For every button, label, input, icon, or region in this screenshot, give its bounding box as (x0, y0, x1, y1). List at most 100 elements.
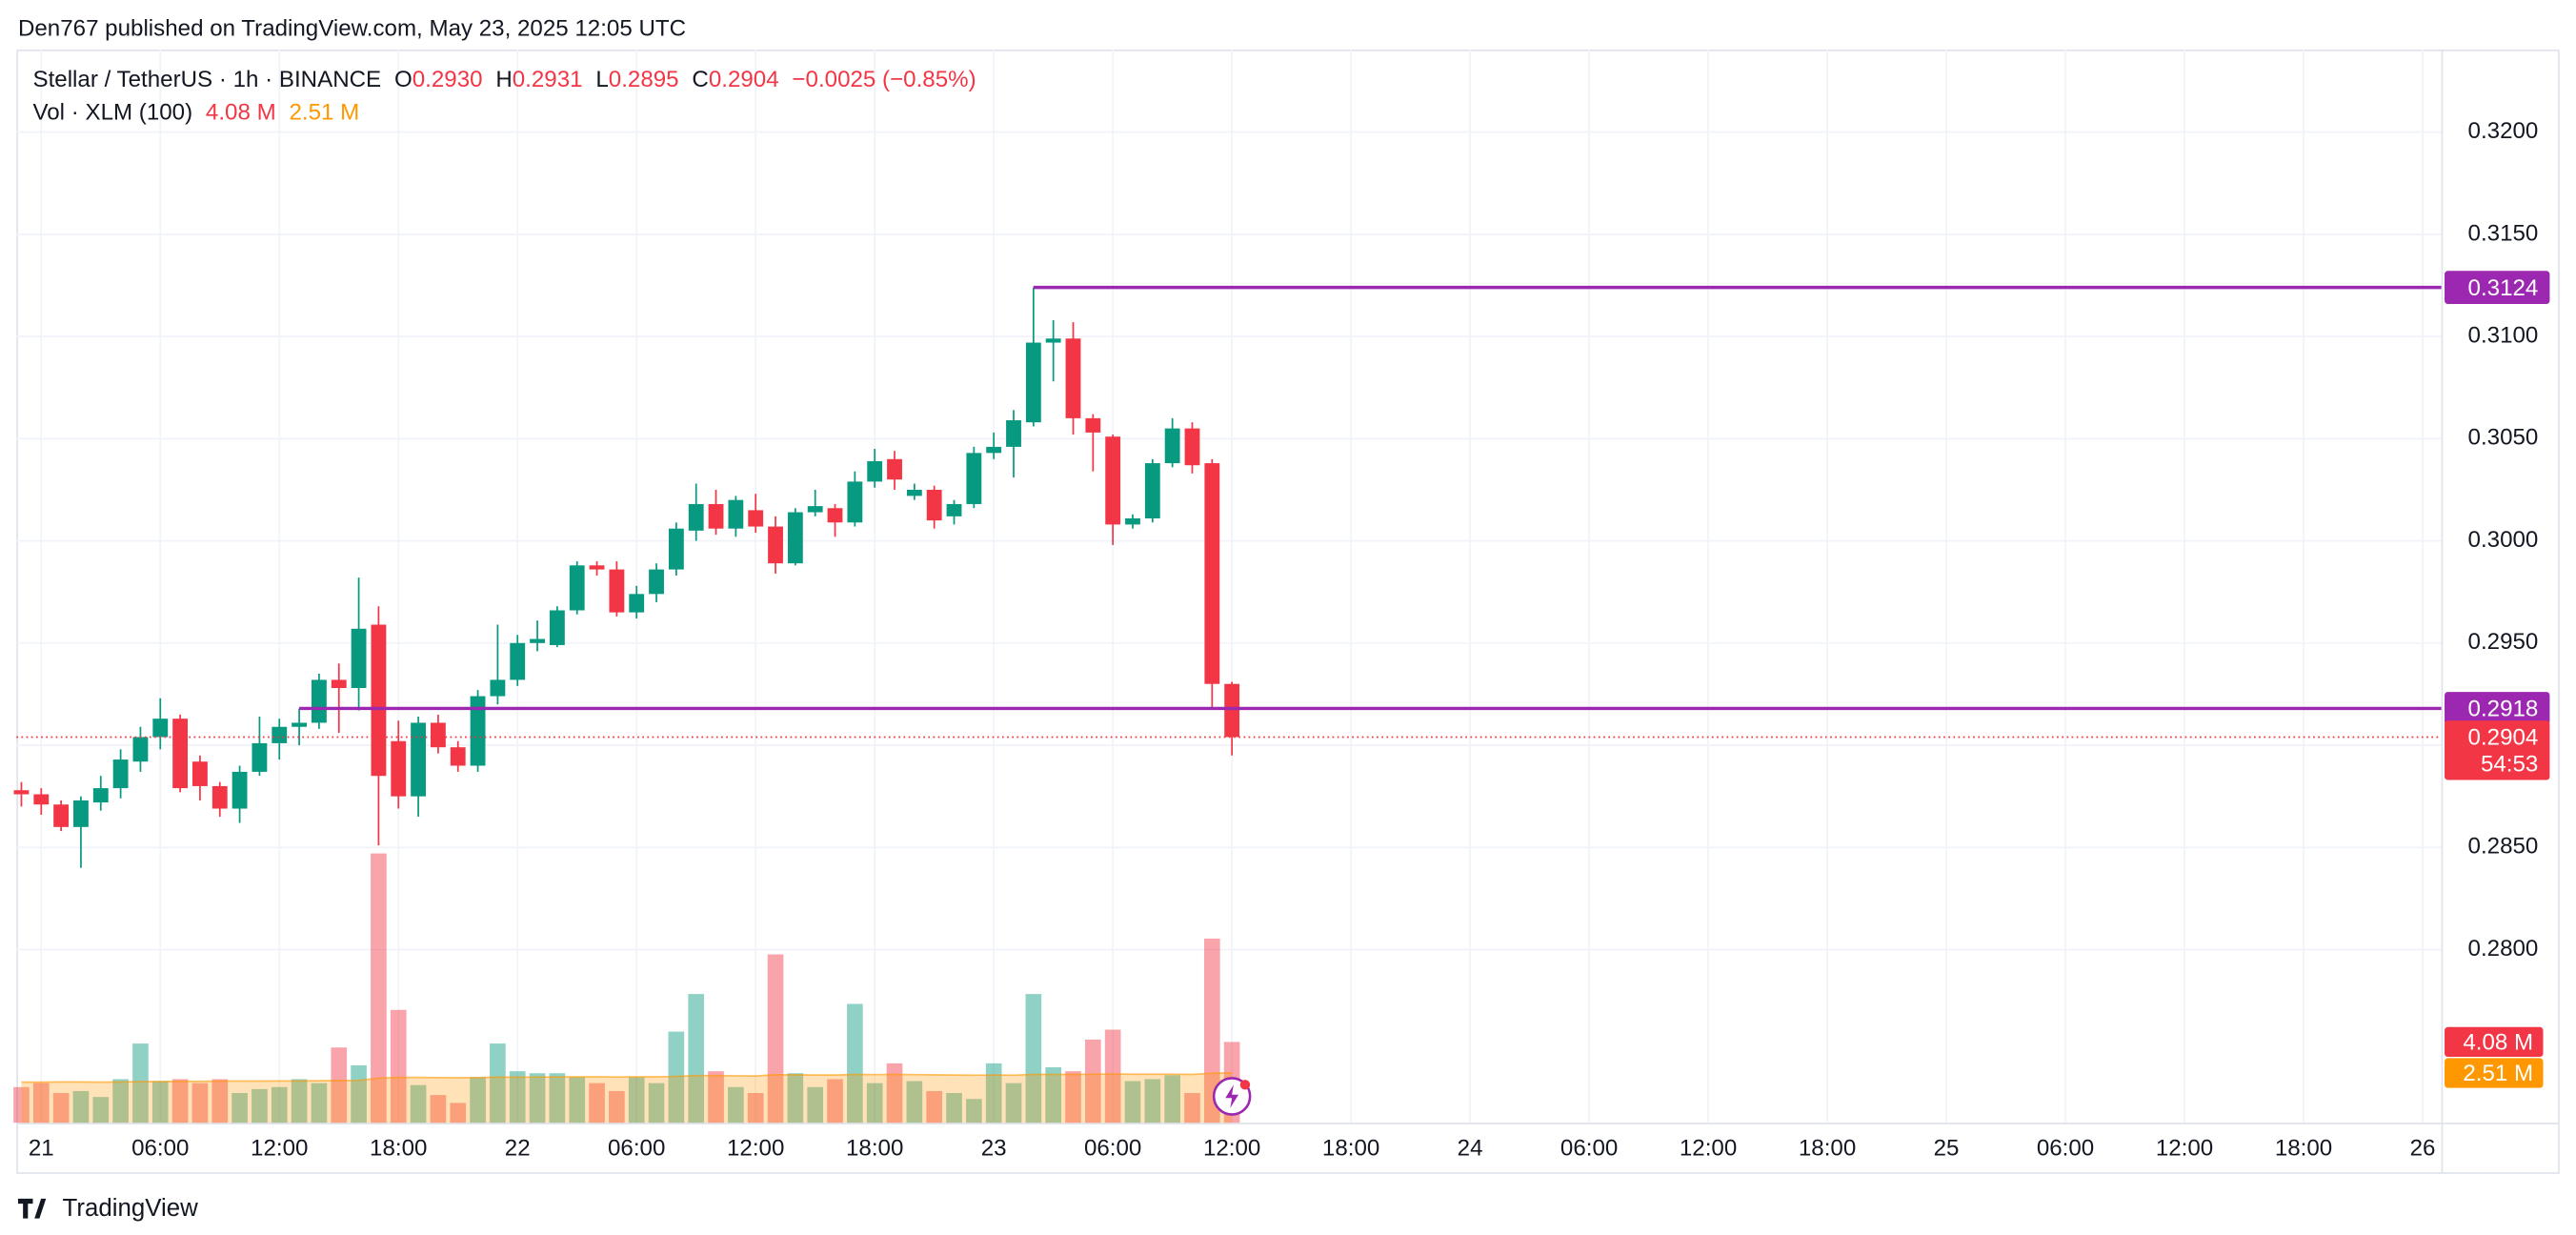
candle-body (33, 794, 50, 805)
candle-body (510, 642, 526, 680)
candle-body (1184, 428, 1200, 466)
x-tick-label: 18:00 (2275, 1135, 2332, 1161)
volume-bar (509, 1071, 526, 1124)
x-tick-label: 18:00 (1322, 1135, 1379, 1161)
volume-bar (628, 1077, 645, 1124)
candle-body (728, 499, 744, 529)
candle-body (787, 512, 803, 564)
x-tick-label: 12:00 (727, 1135, 784, 1161)
volume-bar (549, 1073, 566, 1124)
volume-bar (767, 954, 784, 1124)
y-tick-label: 0.3150 (2468, 220, 2539, 246)
volume-bar (1124, 1081, 1141, 1124)
x-tick-label: 22 (505, 1135, 531, 1161)
candle-body (351, 628, 367, 688)
candle-body (966, 453, 982, 504)
x-tick-label: 06:00 (1084, 1135, 1141, 1161)
x-tick-label: 06:00 (608, 1135, 665, 1161)
replay-bolt (1225, 1084, 1239, 1108)
candle-body (906, 489, 922, 496)
y-tick-label: 0.3100 (2468, 322, 2539, 348)
candle-body (986, 446, 1002, 454)
last-price-box (2445, 720, 2550, 780)
grid: 21 06:00 12:00 18:00 22 06:00 12:00 18:00 23 06:0… (16, 49, 2539, 1161)
volume-bar (32, 1083, 50, 1124)
candle-body (231, 771, 248, 809)
y-tick-label: 0.3000 (2468, 527, 2539, 553)
candle-body (1204, 463, 1220, 684)
y-tick-label: 0.2800 (2468, 936, 2539, 962)
volume-bar (92, 1097, 110, 1124)
candle-body (331, 679, 347, 688)
x-tick-label: 21 (29, 1135, 54, 1161)
volume-bar (410, 1084, 427, 1124)
x-tick-label: 06:00 (2037, 1135, 2094, 1161)
x-tick-label: 06:00 (1560, 1135, 1618, 1161)
candle-body (430, 722, 446, 748)
level-label-box (2445, 271, 2550, 304)
level-label: 0.2918 (2468, 697, 2539, 722)
volume-bar (311, 1083, 328, 1124)
candle-body (1105, 436, 1121, 525)
candle-body (53, 804, 70, 827)
volume-ma-area (21, 1073, 1233, 1124)
candle-body (272, 726, 288, 743)
volume-bar (688, 994, 705, 1124)
ohlc-value: 0.2930 (413, 67, 483, 92)
countdown-label: 54:53 (2481, 751, 2538, 777)
volume-bar (1065, 1071, 1081, 1124)
ohlc-key: H (495, 67, 512, 92)
volume-bar (529, 1073, 546, 1124)
candle-body (609, 569, 625, 613)
volume-label-box (2445, 1026, 2544, 1057)
x-tick-label: 12:00 (2156, 1135, 2213, 1161)
logo-mark (17, 1198, 47, 1219)
candle-body (549, 610, 565, 645)
candle-body (1224, 683, 1240, 738)
candle-body (152, 719, 169, 738)
candle-body (807, 506, 823, 513)
candle-body (946, 503, 962, 516)
x-tick-label: 24 (1458, 1135, 1483, 1161)
volume-bar (271, 1086, 288, 1124)
candle-body (371, 624, 387, 777)
volume-bar (191, 1083, 209, 1124)
candle-body (1006, 420, 1021, 447)
volume-bar (847, 1003, 863, 1124)
brand-logo: TradingView (17, 1195, 198, 1222)
candle-body (1045, 338, 1061, 343)
candle-body (1164, 428, 1180, 464)
volume-bar (866, 1083, 883, 1124)
volume-bar (1144, 1079, 1161, 1124)
symbol-title: Stellar / TetherUS · 1h · BINANCE (32, 67, 381, 92)
candle-body (450, 747, 466, 766)
volume-ma-value: 2.51 M (290, 100, 360, 126)
volume-bar (827, 1079, 843, 1124)
candle-body (1144, 463, 1160, 518)
x-tick-label: 12:00 (251, 1135, 308, 1161)
x-tick-label: 06:00 (131, 1135, 189, 1161)
candle-body (629, 594, 645, 613)
candle-body (589, 565, 605, 570)
volume-bar (1203, 938, 1220, 1124)
candle-body (688, 503, 704, 531)
candle-body (411, 722, 426, 797)
volume-bar (1045, 1067, 1062, 1124)
volume-axis-label: 4.08 M (2463, 1029, 2533, 1055)
candle-body (867, 460, 883, 482)
x-tick-label: 12:00 (1203, 1135, 1260, 1161)
y-tick-label: 0.3200 (2468, 118, 2539, 144)
volume-bar (966, 1099, 982, 1124)
volume-bar (390, 1009, 407, 1124)
volume-bar (985, 1063, 1002, 1124)
volume-bar (430, 1095, 447, 1124)
candle-body (748, 510, 764, 527)
candle-body (73, 800, 89, 827)
volume-bar (291, 1079, 308, 1124)
volume-bar (231, 1093, 248, 1124)
volume-bar (589, 1083, 605, 1124)
volume-bar (331, 1047, 348, 1124)
volume-bar (151, 1081, 169, 1124)
